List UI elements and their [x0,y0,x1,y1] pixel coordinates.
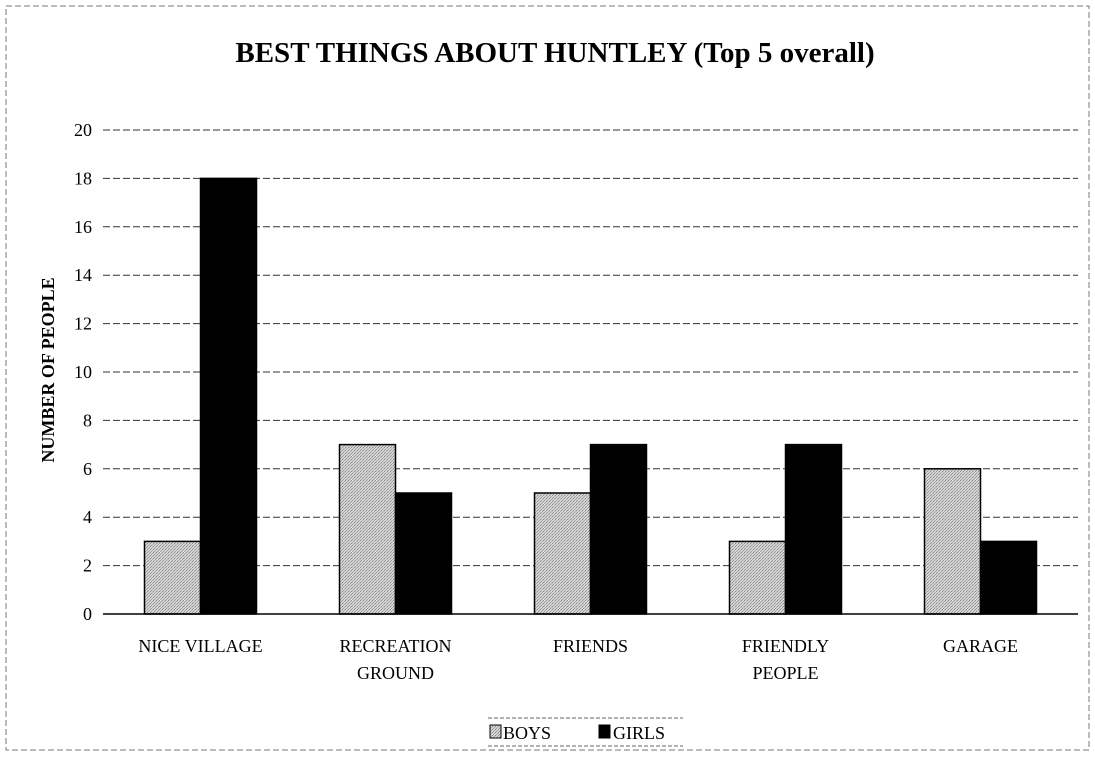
y-tick-label: 0 [83,604,92,624]
y-axis-label: NUMBER OF PEOPLE [38,277,58,462]
bar-boys-friendly-people [728,540,787,615]
y-tick-label: 2 [83,556,92,576]
y-tick-label: 8 [83,410,92,430]
bar-girls-recreation-ground [394,492,453,615]
bar-boys-nice-village [143,540,202,615]
x-axis-labels: NICE VILLAGE RECREATION GROUND FRIENDS FRIEN… [138,636,1018,683]
bar-boys-garage [923,468,982,615]
x-tick-label: RECREATION [340,636,452,656]
bar-girls-garage [979,540,1038,615]
y-tick-label: 18 [74,168,92,188]
chart-title: BEST THINGS ABOUT HUNTLEY (Top 5 overall… [235,37,874,69]
x-tick-label: NICE VILLAGE [138,636,262,656]
gridlines [103,129,1078,567]
bar-boys-recreation-ground [338,443,397,615]
legend-label-girls: GIRLS [613,723,665,743]
chart-border [5,5,1090,751]
legend-swatch-boys [489,724,502,739]
bar-girls-friendly-people [784,443,843,615]
y-axis-ticks: 0 2 4 6 8 10 12 14 16 18 20 [74,120,92,624]
bar-boys-friends [533,492,592,615]
y-tick-label: 20 [74,120,92,140]
y-tick-label: 14 [74,265,92,285]
x-tick-label: PEOPLE [752,663,818,683]
bar-girls-friends [589,443,648,615]
y-tick-label: 16 [74,217,92,237]
legend-swatch-girls [598,724,611,739]
x-tick-label: GARAGE [943,636,1018,656]
x-tick-label: FRIENDLY [742,636,829,656]
bars [143,177,1038,615]
y-tick-label: 6 [83,459,92,479]
y-tick-label: 12 [74,314,92,334]
legend: BOYS GIRLS [488,717,683,747]
bar-girls-nice-village [199,177,258,615]
legend-label-boys: BOYS [503,723,551,743]
x-tick-label: FRIENDS [553,636,628,656]
x-tick-label: GROUND [357,663,434,683]
y-tick-label: 4 [83,507,92,527]
y-tick-label: 10 [74,362,92,382]
